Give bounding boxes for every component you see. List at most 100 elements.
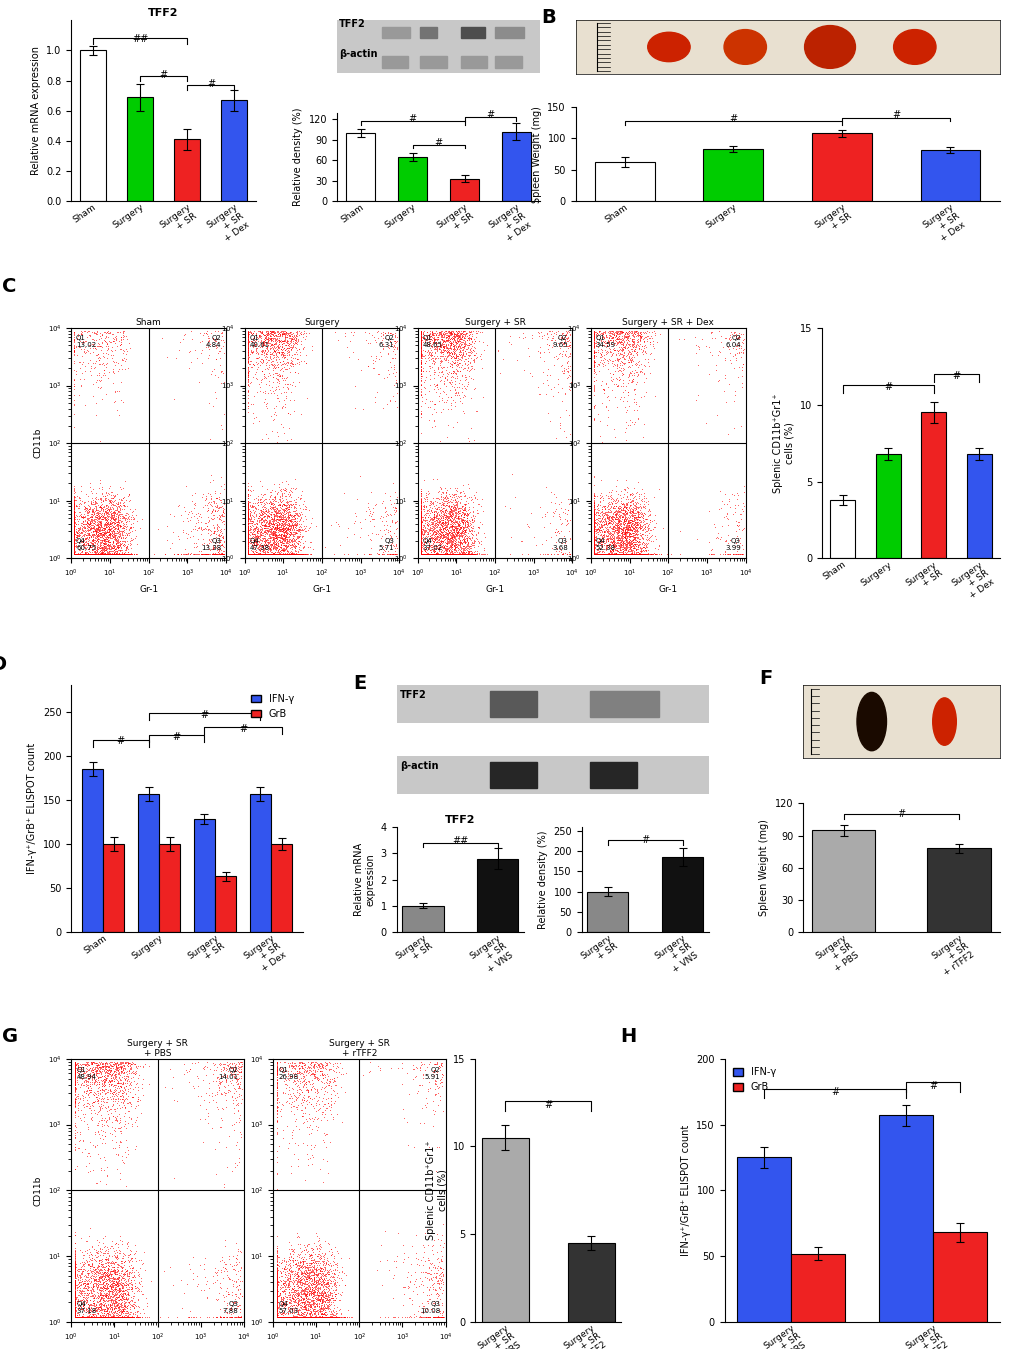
Point xyxy=(104,503,120,525)
Point xyxy=(108,540,124,561)
Point xyxy=(85,530,101,552)
Point xyxy=(272,544,288,565)
Point xyxy=(263,335,279,356)
Point xyxy=(104,1280,120,1302)
Point xyxy=(294,326,311,348)
Point xyxy=(296,1280,312,1302)
Point xyxy=(383,510,399,532)
Point xyxy=(633,336,649,357)
Point xyxy=(624,336,640,357)
Point xyxy=(86,544,102,565)
Point xyxy=(609,519,626,541)
Point xyxy=(87,1306,103,1327)
Point xyxy=(317,1306,333,1327)
Point xyxy=(629,482,645,503)
Point xyxy=(66,1095,83,1117)
Point xyxy=(431,506,447,527)
Point xyxy=(269,495,285,517)
Point xyxy=(262,540,278,561)
Point xyxy=(185,544,202,565)
Point xyxy=(102,1062,118,1083)
Point xyxy=(419,341,435,363)
Point xyxy=(268,1259,284,1280)
Point xyxy=(599,336,615,357)
Point xyxy=(90,534,106,556)
Point xyxy=(308,1259,324,1280)
Point xyxy=(413,322,429,344)
Point xyxy=(288,1055,305,1077)
Point xyxy=(459,544,475,565)
Point xyxy=(615,517,632,538)
Point xyxy=(279,544,296,565)
Point xyxy=(265,339,281,360)
Point xyxy=(120,1306,137,1327)
Point xyxy=(621,544,637,565)
Point xyxy=(261,544,277,565)
Point xyxy=(318,1287,334,1309)
Point xyxy=(317,1290,333,1311)
Point xyxy=(74,532,91,553)
Point xyxy=(242,523,258,545)
Point xyxy=(299,544,315,565)
Point xyxy=(618,534,634,556)
Point xyxy=(622,544,638,565)
Point xyxy=(600,544,616,565)
Point xyxy=(413,507,429,529)
Point xyxy=(289,518,306,540)
Point xyxy=(86,1091,102,1113)
Point xyxy=(426,498,442,519)
Point xyxy=(444,415,461,437)
Point xyxy=(603,324,620,345)
Point xyxy=(285,544,302,565)
Point xyxy=(239,344,256,366)
Point xyxy=(93,1067,109,1089)
Point xyxy=(449,513,466,534)
Point xyxy=(312,1304,328,1326)
Point xyxy=(437,502,453,523)
Point xyxy=(278,491,294,513)
Point xyxy=(282,544,299,565)
Point xyxy=(90,514,106,536)
Point xyxy=(386,325,403,347)
Point xyxy=(294,1306,311,1327)
Point xyxy=(463,541,479,563)
Point xyxy=(413,544,429,565)
Point xyxy=(96,513,112,534)
Point xyxy=(585,326,601,348)
Point xyxy=(430,544,446,565)
Point xyxy=(408,1306,424,1327)
Point xyxy=(270,1306,286,1327)
Point xyxy=(266,527,282,549)
Point xyxy=(92,1306,108,1327)
Point xyxy=(298,495,314,517)
Point xyxy=(607,325,624,347)
Point xyxy=(322,1306,338,1327)
Point xyxy=(622,510,638,532)
Point xyxy=(66,1280,83,1302)
Point xyxy=(66,544,83,565)
Point xyxy=(602,510,619,532)
Point xyxy=(112,1278,128,1299)
Point xyxy=(606,538,623,560)
Point xyxy=(632,542,648,564)
Point xyxy=(337,1264,354,1286)
Point xyxy=(97,1071,113,1093)
Point xyxy=(251,374,267,395)
Point xyxy=(85,514,101,536)
Point xyxy=(440,341,457,363)
Point xyxy=(66,529,83,550)
Point xyxy=(690,336,706,357)
Point xyxy=(413,544,429,565)
Point xyxy=(299,1306,315,1327)
Point xyxy=(604,509,621,530)
Point xyxy=(306,1264,322,1286)
Point xyxy=(286,326,303,348)
Point xyxy=(612,510,629,532)
Point xyxy=(102,519,118,541)
Point xyxy=(413,544,429,565)
Point xyxy=(66,1264,83,1286)
Point xyxy=(109,1051,125,1072)
Point xyxy=(277,1064,293,1086)
Point xyxy=(239,544,256,565)
Point xyxy=(619,544,635,565)
